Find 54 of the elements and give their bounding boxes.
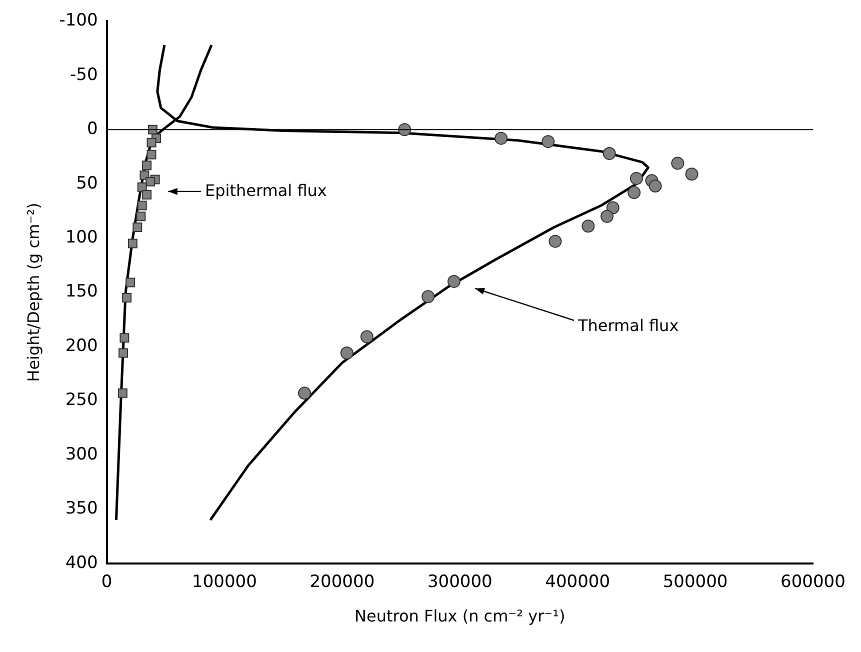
point — [120, 333, 130, 343]
y-tick-label: 100 — [65, 228, 98, 248]
point — [132, 222, 142, 232]
point — [494, 132, 508, 145]
point — [600, 210, 614, 223]
point — [340, 346, 354, 360]
point — [126, 278, 136, 288]
y-tick-label: 250 — [65, 390, 98, 410]
point — [146, 150, 156, 160]
y-tick-label: 150 — [65, 282, 98, 302]
annotation: Epithermal flux — [205, 181, 327, 200]
y-tick-label: -100 — [59, 10, 98, 31]
point — [542, 135, 555, 148]
point — [298, 386, 312, 400]
point — [628, 186, 641, 200]
point — [142, 160, 152, 170]
x-tick-label: 200000 — [310, 572, 375, 592]
x-tick-label: 400000 — [545, 572, 610, 592]
point — [128, 238, 138, 248]
point — [602, 146, 616, 160]
y-tick-label: -50 — [70, 64, 98, 85]
y-tick-label: 300 — [65, 444, 98, 464]
point — [422, 290, 435, 304]
y-tick-label: 50 — [76, 173, 98, 194]
point — [137, 200, 147, 210]
point — [122, 292, 132, 302]
point — [606, 201, 620, 214]
x-tick-label: 600000 — [780, 572, 846, 592]
annotation: Thermal flux — [578, 316, 679, 335]
point — [137, 182, 147, 192]
point — [146, 176, 156, 186]
point — [582, 220, 595, 233]
y-tick-label: 0 — [86, 119, 98, 140]
y-axis-title: Height/Depth (g cm⁻²) — [24, 202, 43, 382]
point — [146, 138, 156, 148]
point — [136, 212, 146, 222]
point — [671, 156, 684, 170]
point — [448, 274, 461, 288]
point — [142, 190, 152, 200]
point — [648, 180, 662, 193]
y-tick-label: 350 — [65, 498, 98, 519]
x-tick-label: 300000 — [427, 572, 492, 592]
point — [360, 330, 374, 344]
x-tick-label: 500000 — [662, 572, 728, 592]
x-tick-label: 100000 — [192, 572, 257, 592]
point — [685, 168, 698, 181]
point — [118, 348, 128, 358]
y-tick-label: 200 — [65, 336, 98, 356]
point — [118, 388, 128, 398]
x-tick-label: 0 — [101, 572, 112, 592]
y-tick-label: 400 — [65, 552, 98, 573]
point — [630, 172, 643, 185]
point — [548, 234, 562, 248]
x-axis-title: Neutron Flux (n cm⁻² yr⁻¹) — [354, 606, 566, 626]
